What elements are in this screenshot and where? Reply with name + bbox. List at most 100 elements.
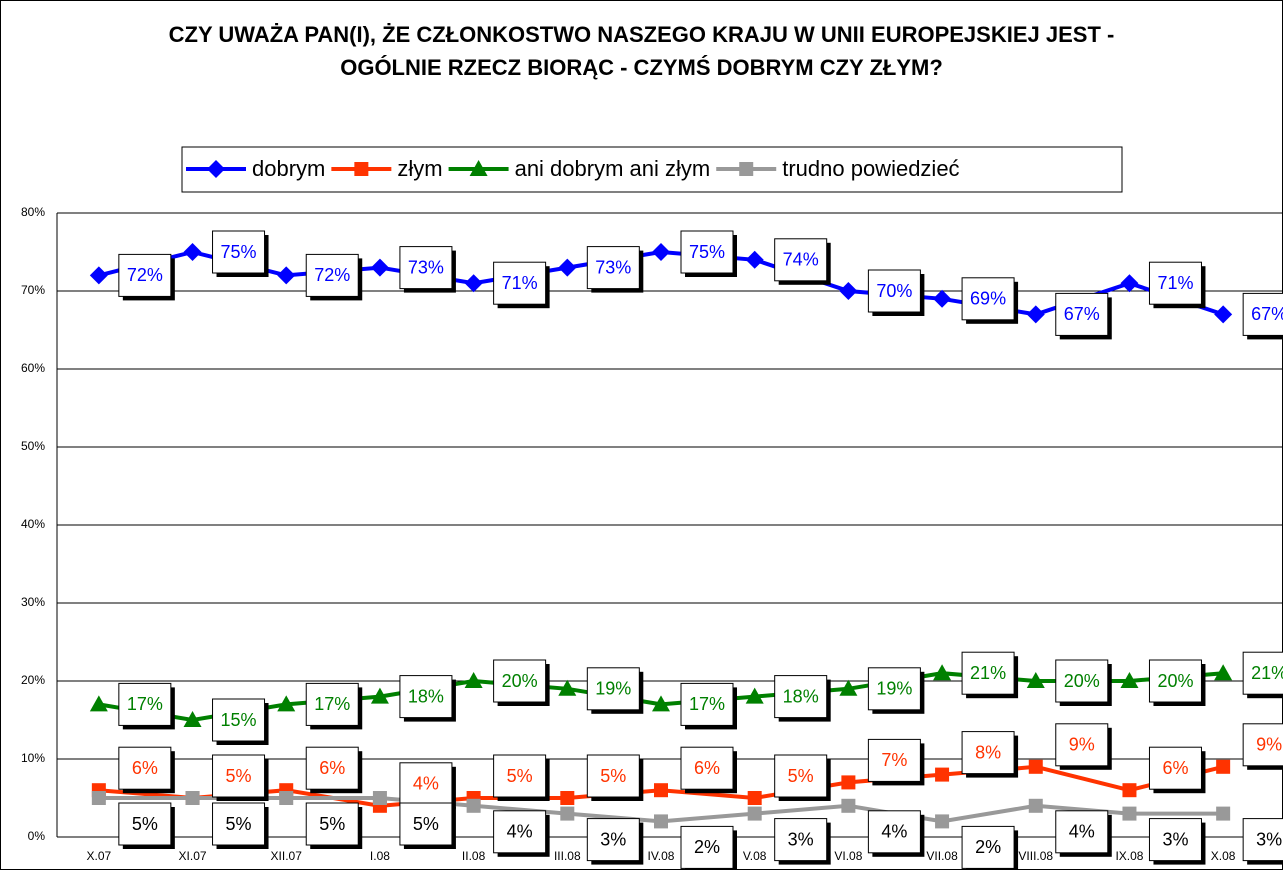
y-tick-label: 20% [21, 673, 45, 687]
data-label: 21% [961, 651, 1019, 699]
label-box [586, 754, 640, 798]
marker [207, 160, 225, 178]
label-text: 4% [507, 822, 533, 842]
marker [841, 798, 856, 813]
x-tick-label: IX.08 [1115, 849, 1143, 863]
label-text: 6% [694, 758, 720, 778]
label-text: 73% [595, 257, 631, 277]
y-tick-label: 80% [21, 205, 45, 219]
label-text: 3% [1256, 829, 1282, 849]
label-text: 5% [226, 814, 252, 834]
marker [354, 162, 369, 176]
x-tick-label: I.08 [370, 849, 390, 863]
label-box [867, 269, 921, 313]
marker [560, 806, 575, 821]
marker [89, 695, 108, 712]
legend-label: ani dobrym ani złym [515, 156, 711, 181]
x-tick-label: XI.07 [179, 849, 207, 863]
marker [1026, 305, 1045, 324]
label-text: 18% [408, 686, 444, 706]
label-text: 67% [1064, 304, 1100, 324]
marker [277, 266, 296, 285]
data-label: 5% [212, 802, 269, 849]
data-label: 5% [493, 754, 550, 801]
label-box [493, 754, 547, 798]
data-label: 6% [305, 746, 363, 794]
legend-label: dobrym [252, 156, 325, 181]
label-text: 7% [881, 750, 907, 770]
data-label: 9% [1055, 723, 1112, 770]
label-box [1148, 818, 1202, 862]
marker [1120, 672, 1139, 688]
label-box [586, 818, 640, 862]
label-box [1242, 292, 1283, 336]
y-tick-label: 60% [21, 361, 45, 375]
marker [372, 791, 387, 805]
x-tick-label: VII.08 [926, 849, 958, 863]
data-label: 3% [586, 818, 644, 865]
label-box [118, 802, 172, 846]
marker [464, 672, 483, 688]
marker [841, 775, 856, 790]
data-label: 4% [867, 810, 925, 857]
label-text: 6% [1162, 758, 1188, 778]
data-label: 6% [1148, 746, 1206, 794]
marker [1122, 806, 1137, 821]
chart-title: CZY UWAŻA PAN(I), ŻE CZŁONKOSTWO NASZEGO… [168, 22, 1115, 80]
marker [370, 258, 389, 277]
label-box [774, 818, 828, 862]
y-tick-label: 10% [21, 751, 45, 765]
label-box [212, 754, 266, 798]
data-label: 2% [680, 825, 737, 870]
data-label: 4% [399, 762, 456, 809]
marker [935, 767, 950, 782]
legend-label: trudno powiedzieć [782, 156, 959, 181]
marker [1214, 664, 1233, 681]
label-box [212, 802, 266, 846]
label-box [118, 682, 172, 726]
label-text: 71% [1157, 273, 1193, 293]
label-text: 5% [319, 814, 345, 834]
data-label: 19% [586, 667, 644, 714]
label-box [680, 746, 734, 790]
label-text: 6% [132, 758, 158, 778]
label-box [1242, 651, 1283, 695]
data-label: 5% [118, 802, 175, 849]
label-box [118, 253, 172, 297]
data-label: 18% [399, 675, 456, 722]
marker [1026, 672, 1045, 688]
label-text: 75% [689, 242, 725, 262]
marker [1028, 798, 1043, 813]
marker [91, 791, 106, 805]
label-text: 6% [319, 758, 345, 778]
x-tick-label: IV.08 [648, 849, 675, 863]
label-box [399, 246, 453, 290]
marker [89, 266, 108, 285]
label-box [867, 738, 921, 782]
data-label: 73% [399, 246, 456, 293]
marker [739, 162, 754, 176]
label-text: 2% [975, 837, 1001, 857]
label-box [1055, 810, 1109, 854]
data-label: 8% [961, 731, 1019, 778]
label-text: 5% [413, 814, 439, 834]
data-label: 2% [961, 825, 1019, 870]
marker [558, 258, 577, 277]
label-text: 71% [502, 273, 538, 293]
label-box [774, 754, 828, 798]
marker [933, 664, 952, 681]
label-box [961, 277, 1015, 321]
label-box [493, 261, 547, 305]
label-text: 3% [788, 829, 814, 849]
label-text: 73% [408, 257, 444, 277]
label-box [867, 810, 921, 854]
label-box [493, 810, 547, 854]
label-text: 5% [600, 766, 626, 786]
data-label: 71% [493, 261, 550, 309]
data-label: 70% [867, 269, 925, 316]
data-label: 5% [774, 754, 831, 801]
marker [183, 243, 202, 261]
label-text: 4% [881, 822, 907, 842]
label-box [212, 698, 266, 742]
